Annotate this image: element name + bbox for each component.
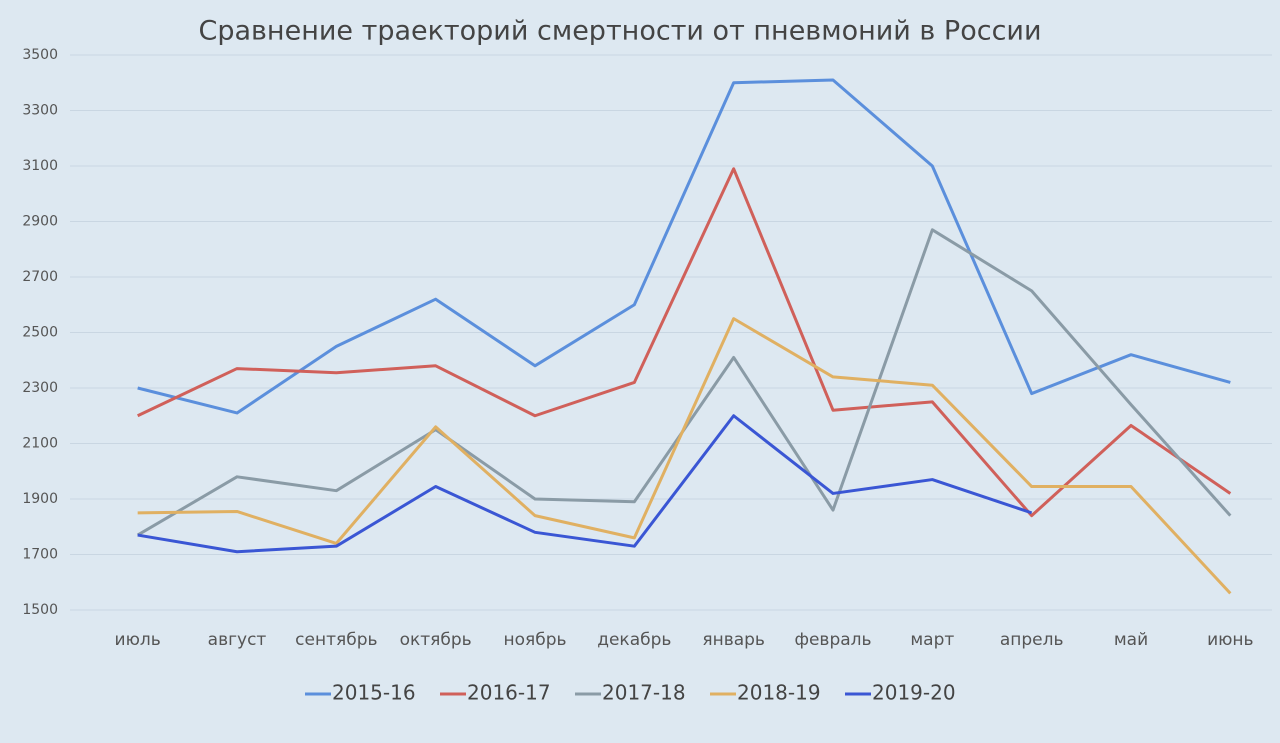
series-line: [137, 78, 1231, 415]
legend-label: 2019-20: [872, 681, 956, 705]
legend-label: 2015-16: [332, 681, 416, 705]
x-tick-label: апрель: [1000, 630, 1064, 650]
y-tick-label: 1900: [22, 491, 58, 507]
x-tick-label: сентябрь: [295, 630, 377, 650]
y-tick-label: 2500: [22, 325, 58, 341]
x-tick-label: май: [1114, 630, 1148, 650]
x-tick-label: ноябрь: [503, 630, 566, 650]
x-tick-label: август: [208, 630, 267, 650]
x-tick-label: октябрь: [400, 630, 472, 650]
y-tick-label: 2100: [22, 436, 58, 452]
y-tick-label: 1700: [22, 547, 58, 563]
legend-label: 2017-18: [602, 681, 686, 705]
x-tick-label: февраль: [794, 630, 871, 650]
x-tick-label: январь: [702, 630, 765, 650]
legend-label: 2018-19: [737, 681, 821, 705]
legend-label: 2016-17: [467, 681, 551, 705]
chart-title: Сравнение траекторий смертности от пневм…: [198, 16, 1041, 47]
x-tick-label: декабрь: [597, 630, 671, 650]
series-line: [137, 414, 1033, 554]
y-tick-label: 2900: [22, 214, 58, 230]
y-tick-label: 3500: [22, 47, 58, 63]
y-tick-label: 3300: [22, 103, 58, 119]
x-tick-label: июль: [115, 630, 161, 650]
x-tick-label: июнь: [1207, 630, 1254, 650]
y-tick-label: 2300: [22, 380, 58, 396]
y-tick-label: 2700: [22, 269, 58, 285]
x-tick-label: март: [910, 630, 954, 650]
series-line: [137, 167, 1232, 518]
y-tick-label: 1500: [22, 602, 58, 618]
y-tick-label: 3100: [22, 158, 58, 174]
series-line: [137, 317, 1232, 595]
